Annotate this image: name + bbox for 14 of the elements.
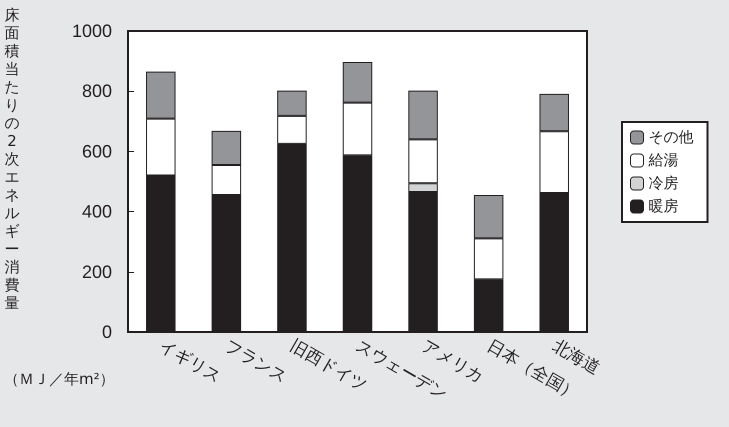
legend-label: その他	[648, 129, 694, 146]
text: （ＭＪ／年m²）	[4, 370, 115, 389]
y-tick-label: 800	[82, 81, 112, 102]
x-tick-label: フランス	[222, 336, 290, 386]
y-tick-label: 1000	[72, 21, 112, 41]
legend-label: 給湯	[648, 152, 678, 169]
y-tick-label: 200	[82, 262, 112, 282]
legend-label: 暖房	[648, 198, 678, 215]
x-tick-label: イギリス	[156, 336, 224, 386]
y-tick-label: 400	[82, 202, 112, 222]
y-tick-label: 0	[102, 322, 112, 342]
y-tick-label: 600	[82, 141, 112, 162]
legend-label: 冷房	[648, 175, 678, 192]
text: 床面積当たりの2次エネルギー消費量	[4, 6, 20, 312]
